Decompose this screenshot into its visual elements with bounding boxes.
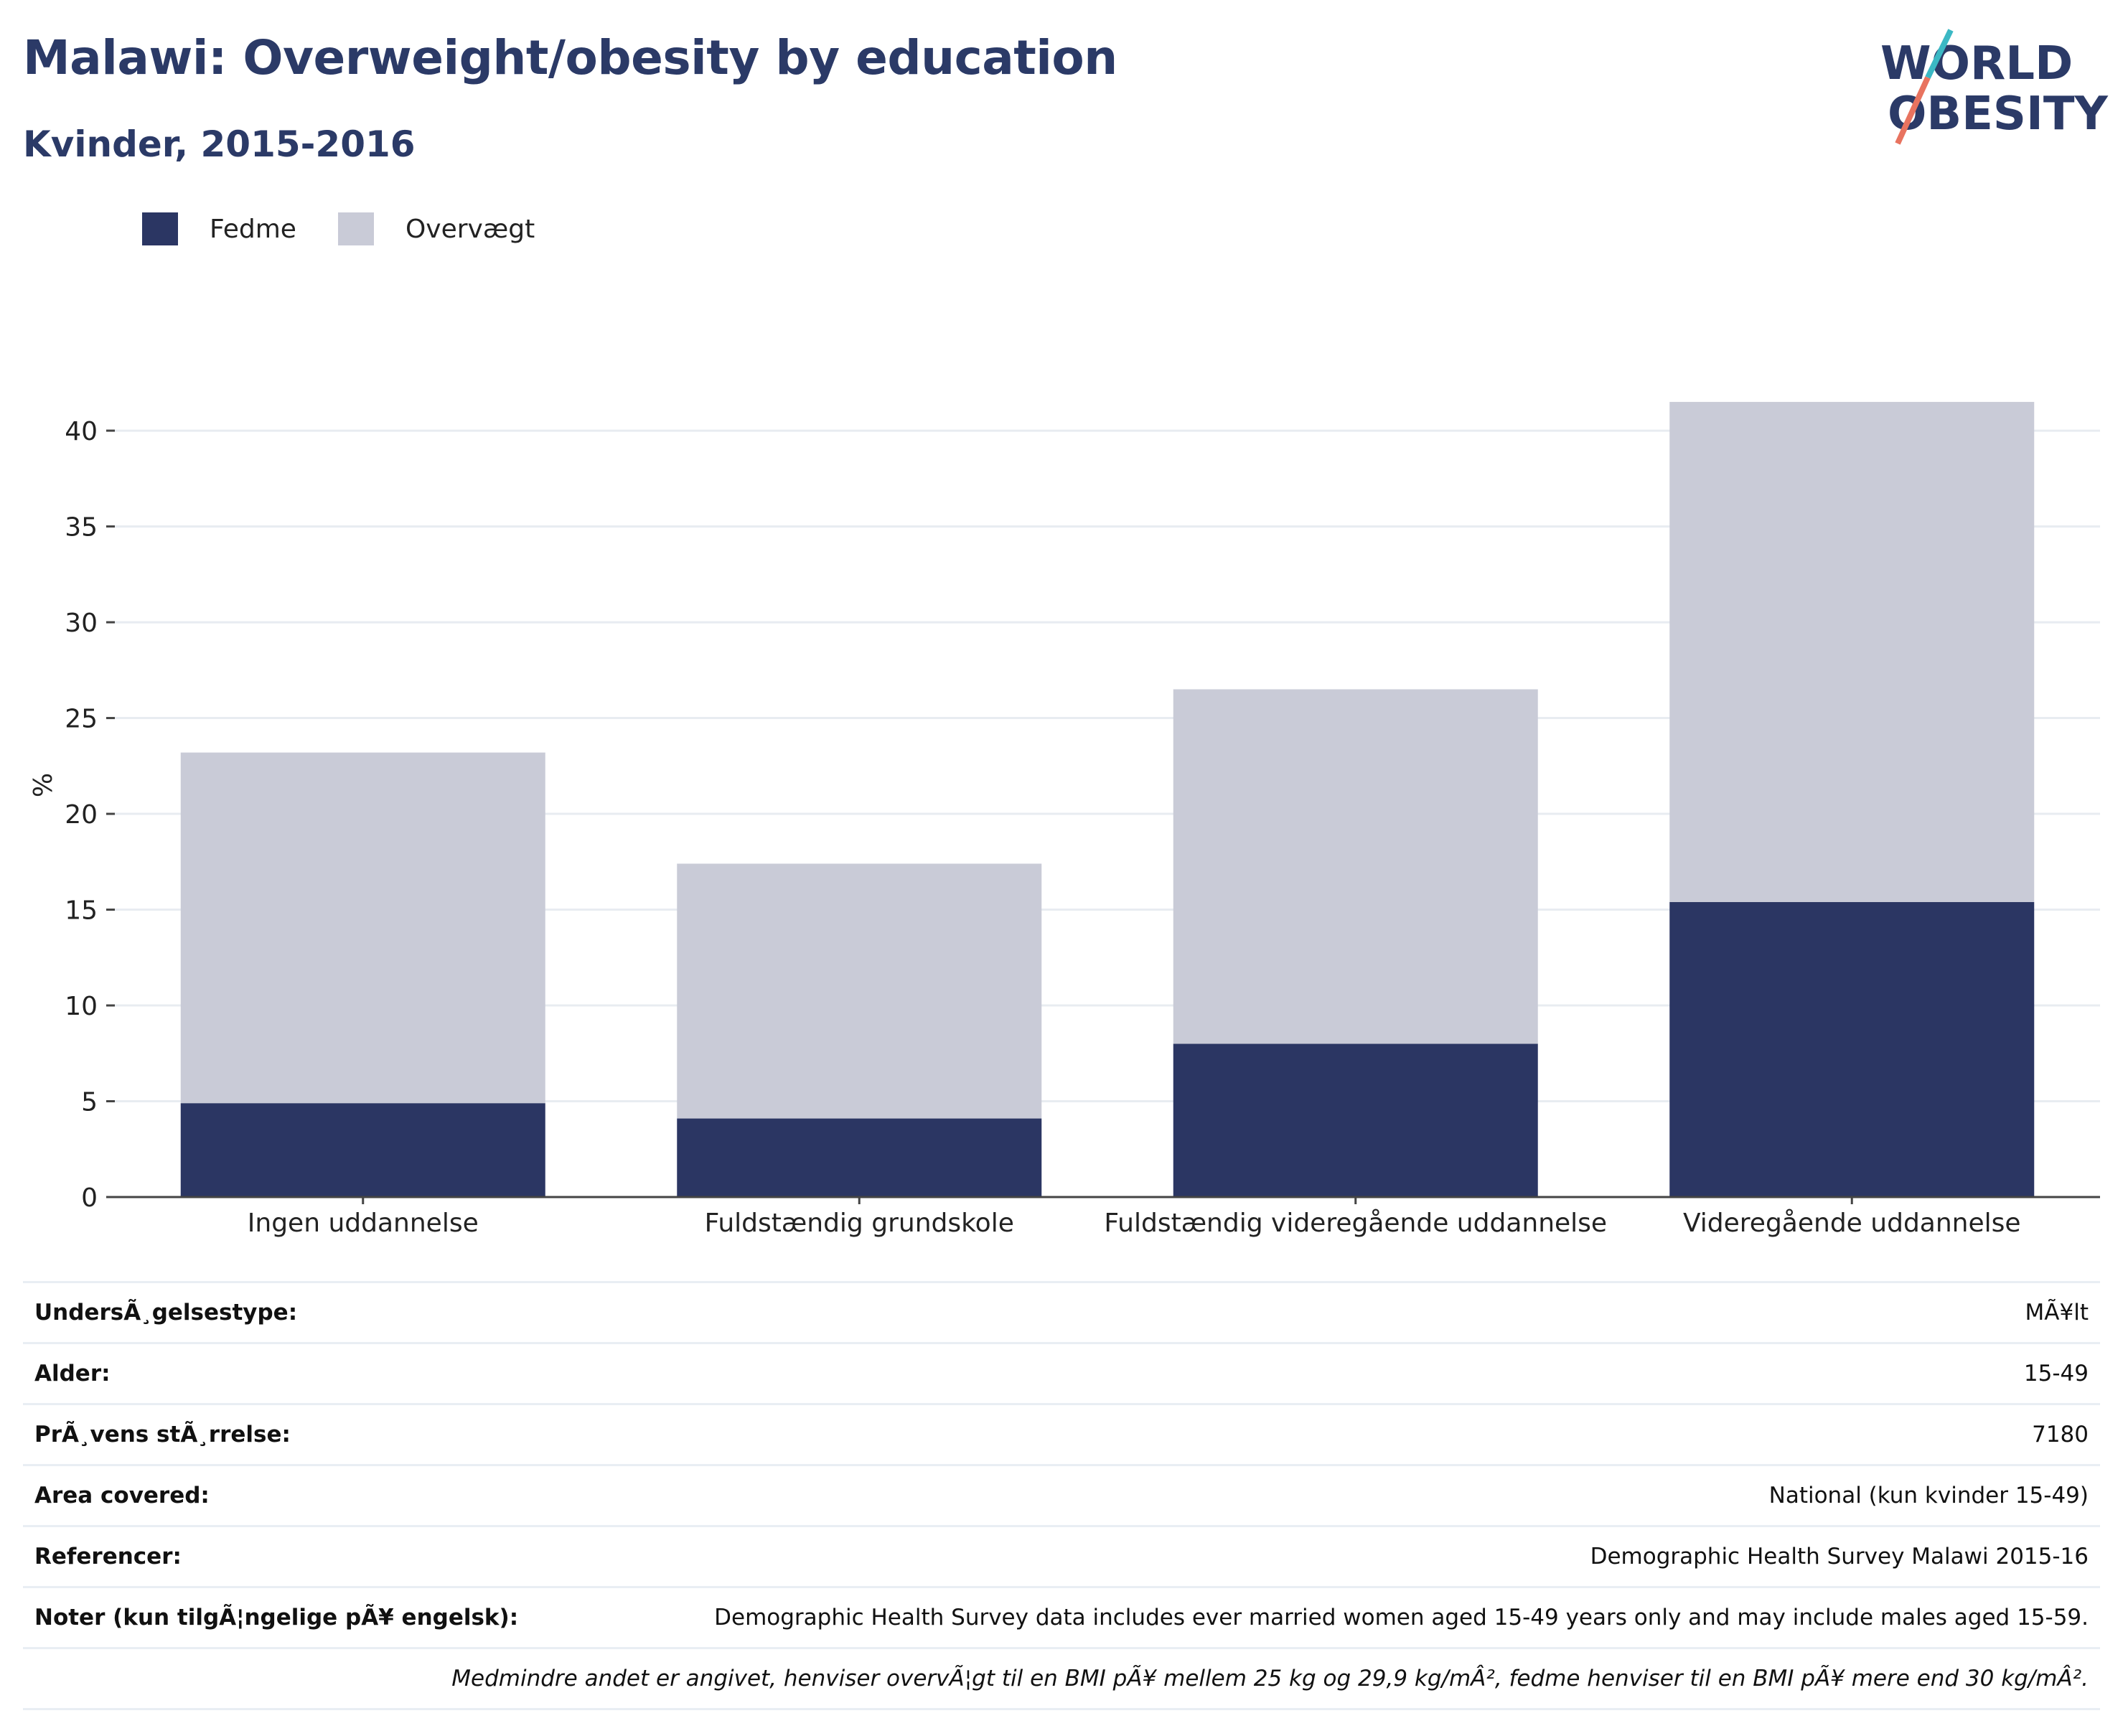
x-tick-label: Ingen uddannelse	[248, 1209, 479, 1238]
bar-fedme[interactable]	[1669, 901, 2035, 1197]
bar-overvaegt[interactable]	[677, 863, 1042, 1119]
info-label: UndersÃ¸gelsestype:	[34, 1300, 298, 1326]
bar-chart: 0 5 10 15 20 25 30 35 40 Ingen uddannelse Fuldstæ…	[29, 402, 2100, 1238]
legend-item-fedme[interactable]: Fedme	[142, 212, 296, 245]
y-tick-label: 10	[65, 992, 98, 1021]
info-row: Noter (kun tilgÃ¦ngelige pÃ¥ engelsk): D…	[23, 1586, 2100, 1647]
y-tick-label: 0	[81, 1183, 98, 1213]
bar-overvaegt[interactable]	[1669, 402, 2035, 902]
footnote-row: Medmindre andet er angivet, henviser ove…	[23, 1647, 2100, 1710]
logo-slash-coral	[1895, 76, 1931, 145]
info-row: UndersÃ¸gelsestype: MÃ¥lt	[23, 1281, 2100, 1342]
legend-item-overvaegt[interactable]: Overvægt	[337, 212, 535, 245]
chart-title: Malawi: Overweight/obesity by education	[23, 30, 1117, 85]
x-tick-label: Fuldstændig videregående uddannelse	[1104, 1209, 1607, 1238]
y-tick-label: 40	[65, 417, 98, 446]
world-obesity-logo: WORLD OBESITY	[1880, 29, 2108, 145]
legend-swatch-overvaegt	[337, 212, 374, 245]
chart-bars	[180, 402, 2035, 1197]
info-label: Noter (kun tilgÃ¦ngelige pÃ¥ engelsk):	[34, 1605, 519, 1631]
info-value: 7180	[2032, 1422, 2089, 1448]
footnote-text: Medmindre andet er angivet, henviser ove…	[451, 1666, 2089, 1692]
info-value: 15-49	[2023, 1361, 2089, 1387]
legend-swatch-fedme	[142, 212, 178, 245]
info-row: PrÃ¸vens stÃ¸rrelse: 7180	[23, 1403, 2100, 1464]
info-table: UndersÃ¸gelsestype: MÃ¥lt Alder: 15-49 P…	[23, 1281, 2100, 1710]
info-row: Area covered: National (kun kvinder 15-4…	[23, 1464, 2100, 1525]
y-tick-label: 20	[65, 800, 98, 830]
info-label: Alder:	[34, 1361, 111, 1387]
bar-fedme[interactable]	[677, 1118, 1042, 1197]
y-tick-label: 15	[65, 896, 98, 926]
info-value: MÃ¥lt	[2025, 1300, 2089, 1326]
logo-line1: WORLD	[1880, 37, 2073, 90]
bar-fedme[interactable]	[1173, 1043, 1538, 1197]
legend-label-fedme: Fedme	[210, 214, 296, 244]
legend-label-overvaegt: Overvægt	[405, 214, 535, 244]
y-axis-label: %	[29, 773, 58, 797]
bar-overvaegt[interactable]	[1173, 689, 1538, 1044]
info-label: PrÃ¸vens stÃ¸rrelse:	[34, 1422, 291, 1448]
chart-subtitle: Kvinder, 2015-2016	[23, 123, 416, 165]
y-tick-label: 5	[81, 1088, 98, 1117]
x-axis-ticks: Ingen uddannelse Fuldstændig grundskole Fu…	[248, 1197, 2021, 1238]
info-value: Demographic Health Survey data includes …	[714, 1605, 2089, 1631]
info-value: Demographic Health Survey Malawi 2015-16	[1590, 1544, 2089, 1570]
chart-legend: Fedme Overvægt	[142, 212, 576, 245]
info-row: Referencer: Demographic Health Survey Ma…	[23, 1525, 2100, 1586]
y-tick-label: 30	[65, 609, 98, 638]
info-label: Area covered:	[34, 1483, 210, 1509]
x-tick-label: Fuldstændig grundskole	[705, 1209, 1014, 1238]
x-tick-label: Videregående uddannelse	[1683, 1209, 2021, 1238]
bar-fedme[interactable]	[180, 1103, 545, 1197]
y-tick-label: 25	[65, 705, 98, 734]
info-label: Referencer:	[34, 1544, 182, 1570]
bar-overvaegt[interactable]	[180, 752, 545, 1104]
logo-line2: OBESITY	[1888, 88, 2108, 141]
y-axis-ticks: 0 5 10 15 20 25 30 35 40	[65, 417, 115, 1213]
info-value: National (kun kvinder 15-49)	[1768, 1483, 2089, 1509]
info-row: Alder: 15-49	[23, 1342, 2100, 1403]
y-tick-label: 35	[65, 513, 98, 543]
logo-slash-teal	[1925, 29, 1954, 79]
